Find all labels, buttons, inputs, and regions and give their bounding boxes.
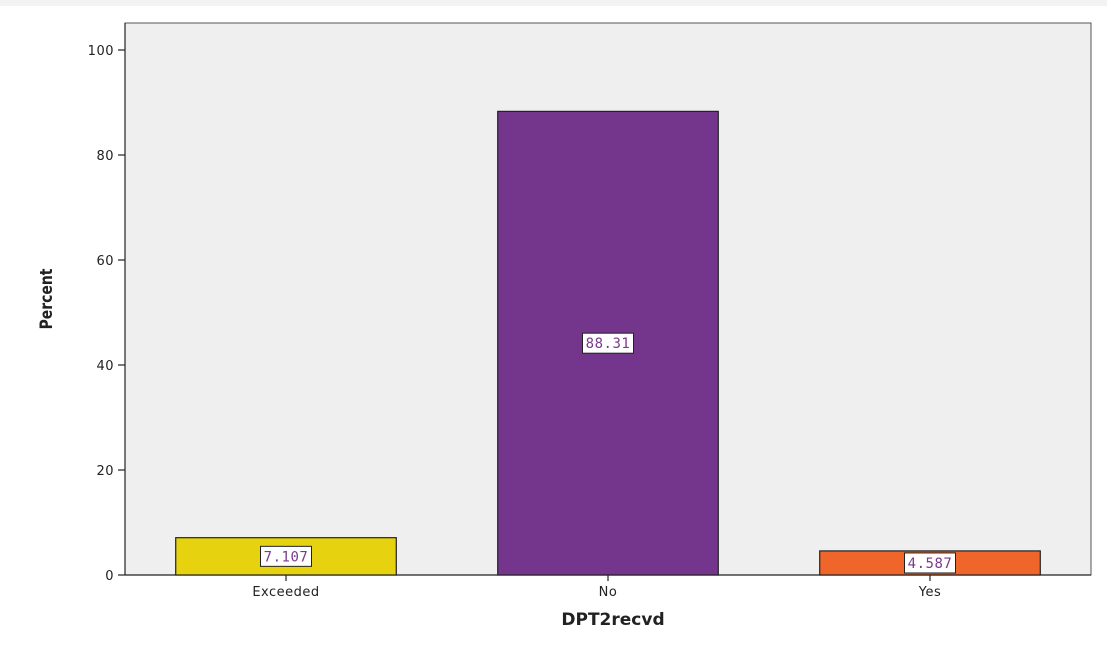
- data-label: 7.107: [264, 549, 309, 565]
- y-tick-label: 40: [96, 359, 114, 374]
- bars: 7.107 88.31 4.587: [175, 110, 1041, 576]
- y-tick-label: 60: [96, 254, 114, 269]
- data-label: 88.31: [586, 336, 631, 352]
- data-label: 4.587: [908, 556, 953, 572]
- y-tick-label: 20: [96, 464, 114, 479]
- y-axis-title: Percent: [37, 268, 57, 329]
- y-tick-label: 0: [105, 569, 114, 584]
- x-tick-label: Yes: [918, 585, 942, 600]
- data-label-box: [260, 545, 312, 567]
- y-axis-ticks: 0 20 40 60 80 100: [88, 44, 125, 584]
- top-strip: [0, 0, 1107, 6]
- data-label-box: [582, 332, 634, 354]
- y-tick-label: 100: [88, 44, 114, 59]
- x-tick-label: No: [599, 585, 618, 600]
- bar-exceeded: [175, 537, 397, 576]
- y-tick-label: 80: [96, 149, 114, 164]
- x-tick-label: Exceeded: [252, 585, 319, 600]
- x-axis-ticks: Exceeded No Yes: [252, 575, 941, 600]
- data-label-box: [904, 552, 956, 574]
- x-axis-title: DPT2recvd: [561, 610, 664, 630]
